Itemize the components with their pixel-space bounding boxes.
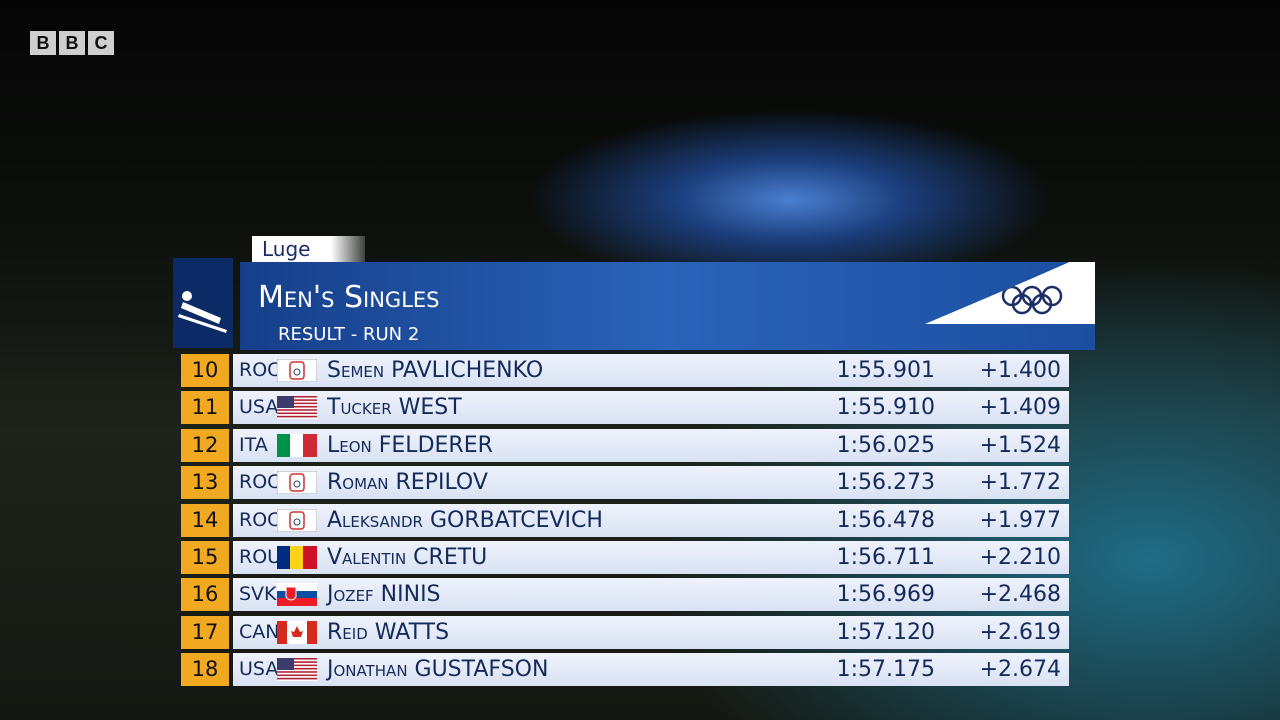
result-row: 11 USA Tucker WEST 1:55.910 +1.409 bbox=[181, 391, 1069, 425]
country-code: SVK bbox=[239, 583, 277, 606]
time: 1:57.175 bbox=[836, 657, 935, 683]
result-row: 13 ROC Roman REPILOV 1:56.273 +1.772 bbox=[181, 466, 1069, 500]
row-panel: ROC Roman REPILOV 1:56.273 +1.772 bbox=[233, 466, 1069, 500]
time: 1:56.711 bbox=[836, 545, 935, 570]
flag bbox=[277, 396, 317, 429]
rank: 11 bbox=[181, 391, 229, 425]
time-behind: +1.772 bbox=[979, 470, 1061, 496]
logo-letter: B bbox=[59, 31, 85, 55]
time-behind: +2.619 bbox=[979, 619, 1061, 645]
flag bbox=[277, 433, 317, 467]
sport-label: Luge bbox=[252, 236, 365, 263]
row-panel: CAN Reid WATTS 1:57.120 +2.619 bbox=[233, 615, 1069, 649]
flag bbox=[277, 583, 317, 616]
time: 1:56.025 bbox=[836, 432, 935, 458]
time: 1:55.910 bbox=[836, 395, 935, 421]
rank: 10 bbox=[181, 354, 229, 387]
row-panel: USA Tucker WEST 1:55.910 +1.409 bbox=[233, 391, 1069, 425]
time-behind: +1.977 bbox=[979, 507, 1061, 533]
country-code: USA bbox=[239, 658, 279, 681]
logo-letter: B bbox=[30, 31, 56, 55]
time-behind: +2.210 bbox=[979, 545, 1061, 570]
flag bbox=[277, 546, 317, 579]
result-row: 15 ROU Valentin CRETU 1:56.711 +2.210 bbox=[181, 541, 1069, 574]
time: 1:57.120 bbox=[836, 619, 935, 645]
time-behind: +1.524 bbox=[979, 432, 1061, 458]
row-panel: ROC Aleksandr GORBATCEVICH 1:56.478 +1.977 bbox=[233, 503, 1069, 537]
title-banner: Men's Singles RESULT - RUN 2 bbox=[240, 262, 1095, 350]
result-row: 10 ROC Semen PAVLICHENKO 1:55.901 +1.400 bbox=[181, 354, 1069, 387]
flag bbox=[276, 358, 318, 392]
rank: 13 bbox=[181, 466, 229, 500]
athlete-name: Jonathan GUSTAFSON bbox=[327, 657, 549, 683]
result-row: 18 USA Jonathan GUSTAFSON 1:57.175 +2.674 bbox=[181, 653, 1069, 687]
rank: 15 bbox=[181, 541, 229, 574]
row-panel: USA Jonathan GUSTAFSON 1:57.175 +2.674 bbox=[233, 653, 1069, 687]
country-code: ITA bbox=[239, 433, 268, 456]
rank: 18 bbox=[181, 653, 229, 687]
flag bbox=[277, 658, 317, 691]
result-row: 12 ITA Leon FELDERER 1:56.025 +1.524 bbox=[181, 428, 1069, 462]
athlete-name: Tucker WEST bbox=[327, 395, 462, 421]
rank: 17 bbox=[181, 615, 229, 649]
country-code: ROU bbox=[239, 546, 282, 568]
athlete-name: Semen PAVLICHENKO bbox=[327, 358, 544, 383]
time: 1:56.273 bbox=[836, 470, 935, 496]
time-behind: +1.409 bbox=[979, 395, 1061, 421]
athlete-name: Leon FELDERER bbox=[327, 432, 493, 458]
flag bbox=[276, 470, 318, 504]
time: 1:56.969 bbox=[836, 582, 935, 608]
country-code: ROC bbox=[239, 359, 281, 381]
flag bbox=[276, 508, 318, 542]
time: 1:56.478 bbox=[836, 507, 935, 533]
time-behind: +2.468 bbox=[979, 582, 1061, 608]
athlete-name: Jozef NINIS bbox=[327, 582, 441, 608]
rings-panel bbox=[925, 262, 1095, 324]
country-code: CAN bbox=[239, 620, 280, 643]
flag bbox=[277, 620, 317, 654]
time-behind: +2.674 bbox=[979, 657, 1061, 683]
row-panel: ITA Leon FELDERER 1:56.025 +1.524 bbox=[233, 428, 1069, 462]
row-panel: SVK Jozef NINIS 1:56.969 +2.468 bbox=[233, 578, 1069, 612]
logo-letter: C bbox=[88, 31, 114, 55]
country-code: ROC bbox=[239, 508, 281, 531]
rank: 12 bbox=[181, 428, 229, 462]
result-row: 16 SVK Jozef NINIS 1:56.969 +2.468 bbox=[181, 578, 1069, 612]
result-row: 17 CAN Reid WATTS 1:57.120 +2.619 bbox=[181, 615, 1069, 649]
athlete-name: Reid WATTS bbox=[327, 619, 450, 645]
sport-icon bbox=[173, 258, 233, 348]
title: Men's Singles bbox=[258, 280, 440, 315]
country-code: USA bbox=[239, 396, 279, 419]
row-panel: ROU Valentin CRETU 1:56.711 +2.210 bbox=[233, 541, 1069, 574]
rank: 16 bbox=[181, 578, 229, 612]
time: 1:55.901 bbox=[836, 358, 935, 383]
result-row: 14 ROC Aleksandr GORBATCEVICH 1:56.478 +1.97… bbox=[181, 503, 1069, 537]
athlete-name: Roman REPILOV bbox=[327, 470, 488, 496]
country-code: ROC bbox=[239, 471, 281, 494]
rank: 14 bbox=[181, 503, 229, 537]
athlete-name: Valentin CRETU bbox=[327, 545, 488, 570]
athlete-name: Aleksandr GORBATCEVICH bbox=[327, 507, 603, 533]
row-panel: ROC Semen PAVLICHENKO 1:55.901 +1.400 bbox=[233, 354, 1069, 387]
subtitle: RESULT - RUN 2 bbox=[278, 324, 420, 345]
time-behind: +1.400 bbox=[979, 358, 1061, 383]
